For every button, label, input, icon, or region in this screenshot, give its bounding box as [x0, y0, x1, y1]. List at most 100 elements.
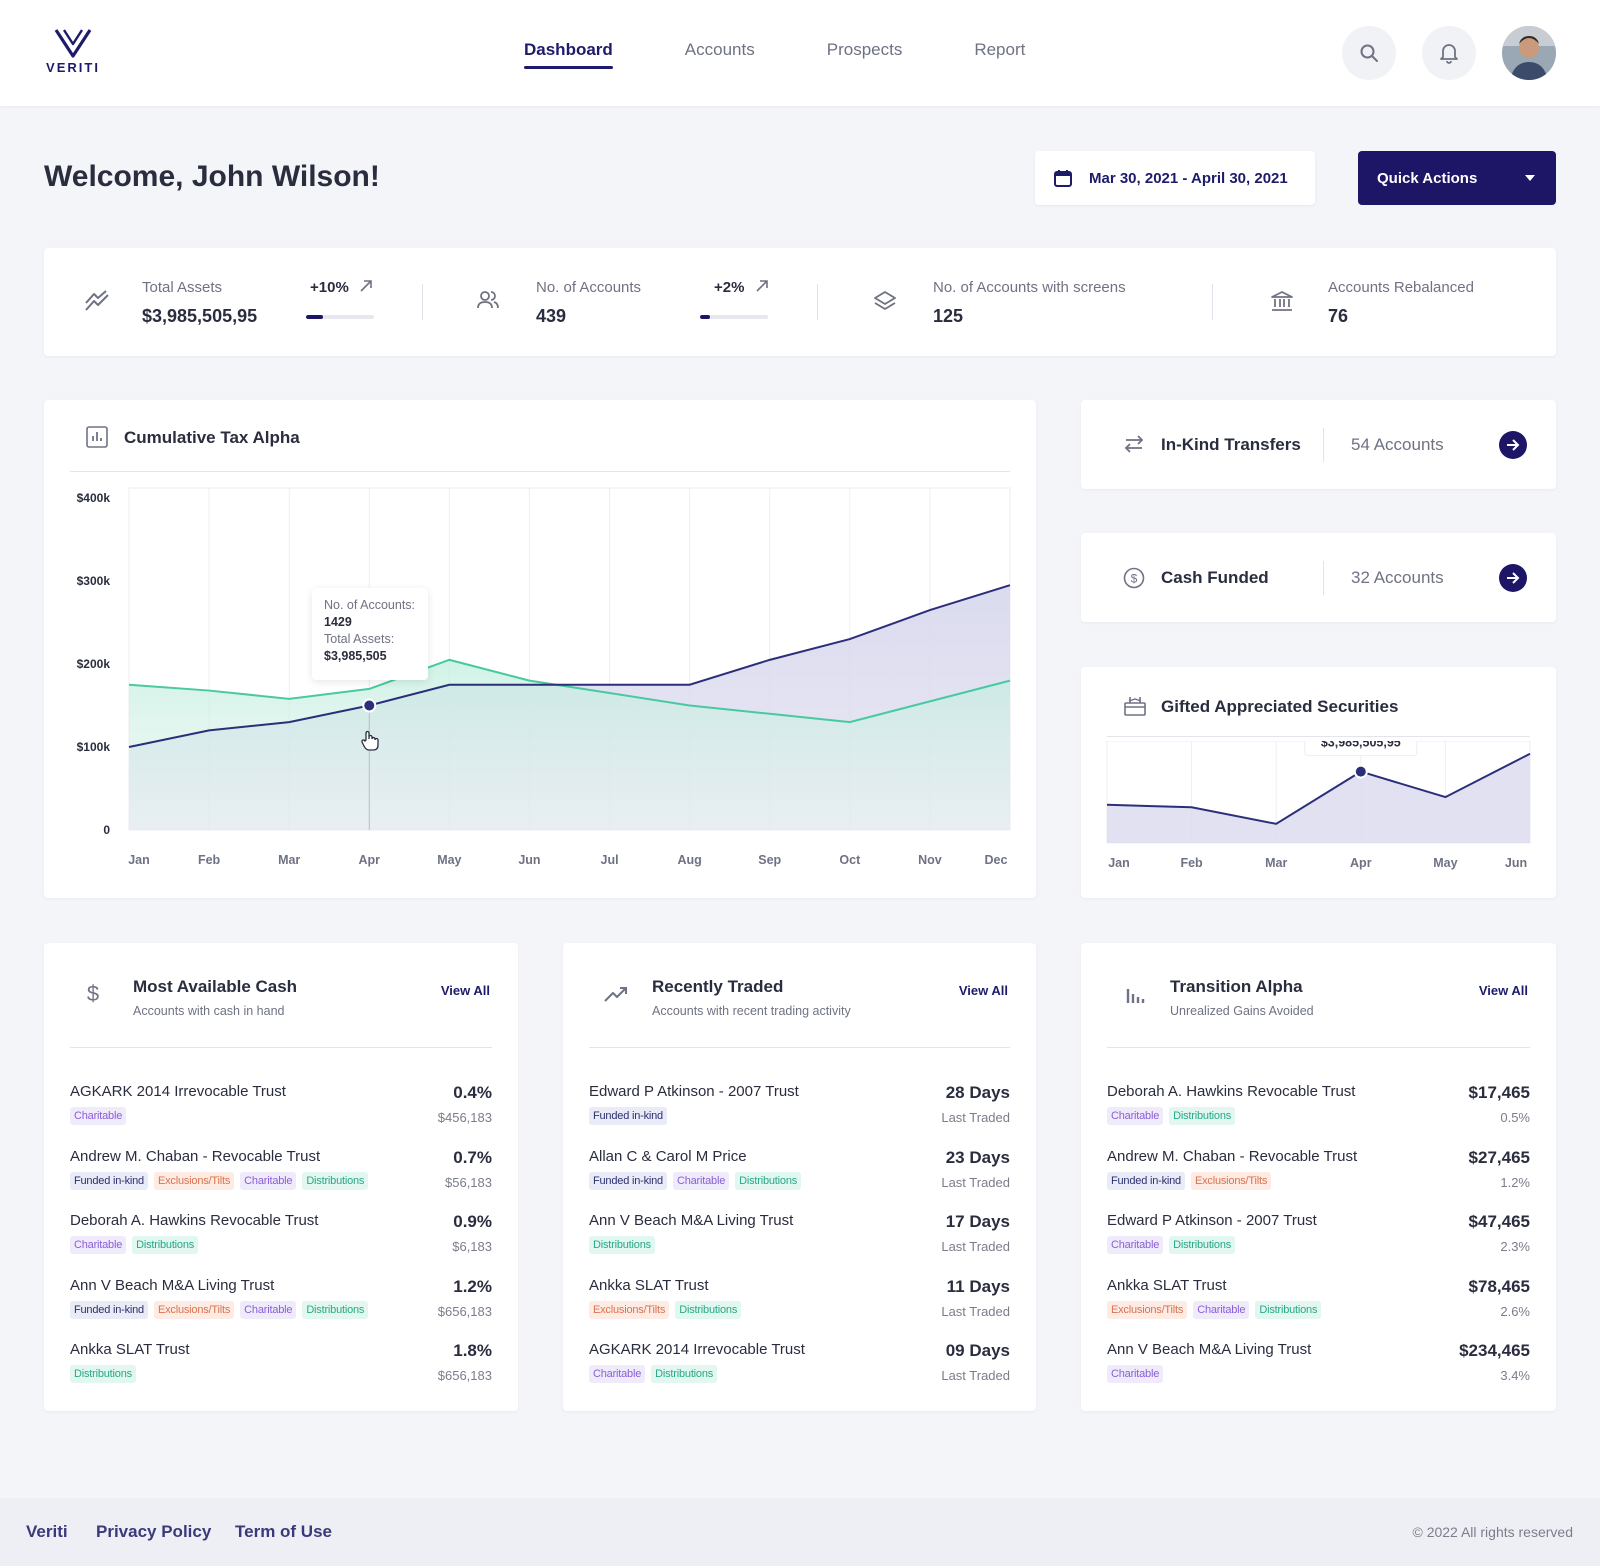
- card-divider: [1107, 736, 1530, 737]
- row-tags: Charitable Distributions: [589, 1365, 718, 1383]
- footer-link-terms[interactable]: Term of Use: [235, 1522, 332, 1541]
- tag-distributions: Distributions: [675, 1300, 742, 1319]
- row-value: 09 Days: [945, 1341, 1010, 1360]
- series-area-teal: [129, 659, 1010, 830]
- stat-value: 76: [1328, 306, 1349, 326]
- nav-prospects[interactable]: Prospects: [826, 40, 903, 59]
- nav-dashboard[interactable]: Dashboard: [524, 40, 613, 69]
- quick-actions-button[interactable]: Quick Actions: [1358, 151, 1556, 205]
- footer-link-veriti[interactable]: Veriti: [26, 1522, 68, 1541]
- tag-distributions: Distributions: [651, 1365, 718, 1383]
- list-row[interactable]: Allan C & Carol M Price 23 Days Last Trade…: [589, 1148, 1010, 1204]
- date-range-picker[interactable]: Mar 30, 2021 - April 30, 2021: [1035, 151, 1315, 205]
- list-row[interactable]: Ann V Beach M&A Living Trust $234,465 3.4%…: [1107, 1341, 1530, 1397]
- bar-chart-icon: [86, 426, 108, 448]
- gifted-title: Gifted Appreciated Securities: [1161, 697, 1399, 716]
- y-tick-label: 0: [103, 823, 110, 837]
- row-account-name: Allan C & Carol M Price: [589, 1147, 747, 1165]
- tag-distributions: Distributions: [1169, 1236, 1236, 1254]
- footer-link-privacy[interactable]: Privacy Policy: [96, 1522, 212, 1541]
- list-row[interactable]: AGKARK 2014 Irrevocable Trust 0.4% $456,18…: [70, 1083, 492, 1139]
- list-row[interactable]: Ankka SLAT Trust 1.8% $656,183 Distribution…: [70, 1341, 492, 1397]
- tax-alpha-chart[interactable]: 0 $100k $200k $300k $400k Jan Feb Mar Apr May Jun J…: [44, 480, 1036, 890]
- list-row[interactable]: Edward P Atkinson - 2007 Trust 28 Days Las…: [589, 1083, 1010, 1139]
- row-subvalue: Last Traded: [941, 1303, 1010, 1319]
- hover-point[interactable]: [364, 700, 375, 711]
- stat-value: 439: [536, 306, 567, 326]
- stats-card: Total Assets $3,985,505,95 +10% No. of A…: [44, 248, 1556, 356]
- row-account-name: Deborah A. Hawkins Revocable Trust: [1107, 1083, 1356, 1100]
- notifications-button[interactable]: [1422, 26, 1476, 80]
- x-tick-label: Jan: [1108, 856, 1130, 870]
- in-kind-transfers-card[interactable]: In-Kind Transfers 54 Accounts: [1081, 400, 1556, 489]
- row-account-name: Edward P Atkinson - 2007 Trust: [589, 1083, 799, 1100]
- list-row[interactable]: Andrew M. Chaban - Revocable Trust $27,46…: [1107, 1148, 1530, 1204]
- tooltip-value: $3,985,505,95: [1321, 741, 1401, 750]
- svg-text:$: $: [1131, 572, 1138, 586]
- y-tick-label: $200k: [77, 657, 111, 671]
- view-all-link[interactable]: View All: [440, 983, 490, 998]
- row-value: 28 Days: [945, 1083, 1010, 1102]
- y-tick-label: $300k: [77, 574, 111, 588]
- tag-funded: Funded in-kind: [70, 1300, 148, 1319]
- x-tick-label: Apr: [359, 853, 381, 867]
- trending-up-icon: [604, 987, 627, 1002]
- tag-charitable: Charitable: [1193, 1300, 1250, 1319]
- stat-accounts: No. of Accounts 439 +2%: [424, 248, 804, 356]
- trend-icon: [85, 290, 109, 311]
- list-row[interactable]: Andrew M. Chaban - Revocable Trust 0.7% $5…: [70, 1148, 492, 1204]
- row-subvalue: 2.6%: [1500, 1303, 1530, 1319]
- list-subtitle: Unrealized Gains Avoided: [1170, 1004, 1314, 1018]
- cash-funded-arrow-button[interactable]: [1499, 564, 1527, 592]
- stat-label: No. of Accounts: [536, 279, 642, 296]
- row-subvalue: $656,183: [437, 1368, 492, 1383]
- list-subtitle: Accounts with cash in hand: [133, 1004, 285, 1018]
- svg-text:$: $: [87, 981, 99, 1005]
- gifted-chart[interactable]: $3,985,505,95 Jan Feb Mar Apr May Jun: [1081, 741, 1556, 891]
- list-row[interactable]: AGKARK 2014 Irrevocable Trust 09 Days Last…: [589, 1341, 1010, 1397]
- tag-charitable: Charitable: [1107, 1365, 1164, 1383]
- row-subvalue: 2.3%: [1500, 1239, 1530, 1254]
- cash-funded-card[interactable]: $ Cash Funded 32 Accounts: [1081, 533, 1556, 622]
- view-all-link[interactable]: View All: [1478, 983, 1528, 998]
- dollar-circle-icon: $: [1123, 567, 1145, 589]
- x-tick-label: Jul: [601, 853, 619, 867]
- row-account-name: Edward P Atkinson - 2007 Trust: [1107, 1212, 1317, 1229]
- stat-change: +10%: [310, 279, 373, 296]
- view-all-link[interactable]: View All: [958, 983, 1008, 998]
- x-tick-label: Aug: [677, 853, 701, 867]
- user-avatar[interactable]: [1502, 26, 1556, 80]
- tag-charitable: Charitable: [1107, 1236, 1164, 1254]
- stat-total-assets: Total Assets $3,985,505,95 +10%: [44, 248, 424, 356]
- list-row[interactable]: Ankka SLAT Trust 11 Days Last Traded Exclus…: [589, 1277, 1010, 1333]
- row-value: 23 Days: [945, 1147, 1010, 1167]
- row-account-name: Andrew M. Chaban - Revocable Trust: [1107, 1147, 1358, 1165]
- side-card-count: 32 Accounts: [1351, 568, 1444, 587]
- side-card-divider: [1323, 428, 1324, 462]
- veriti-logo[interactable]: VERITI: [42, 28, 104, 78]
- row-account-name: AGKARK 2014 Irrevocable Trust: [589, 1341, 805, 1358]
- side-card-divider: [1323, 561, 1324, 595]
- x-tick-label: May: [437, 853, 461, 867]
- list-row[interactable]: Deborah A. Hawkins Revocable Trust 0.9% $6…: [70, 1212, 492, 1268]
- row-value: 17 Days: [945, 1212, 1010, 1231]
- bell-icon: [1440, 44, 1458, 64]
- search-button[interactable]: [1342, 26, 1396, 80]
- list-row[interactable]: Ann V Beach M&A Living Trust 17 Days Last …: [589, 1212, 1010, 1268]
- x-tick-label: Jun: [1505, 856, 1527, 870]
- main-nav: Dashboard Accounts Prospects Report: [524, 40, 1097, 69]
- nav-report[interactable]: Report: [974, 40, 1026, 59]
- list-row[interactable]: Ann V Beach M&A Living Trust 1.2% $656,183…: [70, 1277, 492, 1333]
- dollar-icon: $: [87, 981, 99, 1005]
- y-tick-label: $100k: [77, 740, 111, 754]
- list-row[interactable]: Deborah A. Hawkins Revocable Trust $17,46…: [1107, 1083, 1530, 1139]
- row-tags: Charitable Distributions: [1107, 1107, 1236, 1125]
- in-kind-arrow-button[interactable]: [1499, 431, 1527, 459]
- hover-point[interactable]: [1355, 766, 1366, 777]
- list-row[interactable]: Ankka SLAT Trust $78,465 2.6% Exclusions/Ti…: [1107, 1277, 1530, 1333]
- tag-distributions: Distributions: [70, 1365, 136, 1383]
- nav-accounts[interactable]: Accounts: [684, 40, 755, 59]
- list-row[interactable]: Edward P Atkinson - 2007 Trust $47,465 2.3…: [1107, 1212, 1530, 1268]
- calendar-icon: [1054, 170, 1072, 187]
- stat-progress-bar: [306, 315, 374, 319]
